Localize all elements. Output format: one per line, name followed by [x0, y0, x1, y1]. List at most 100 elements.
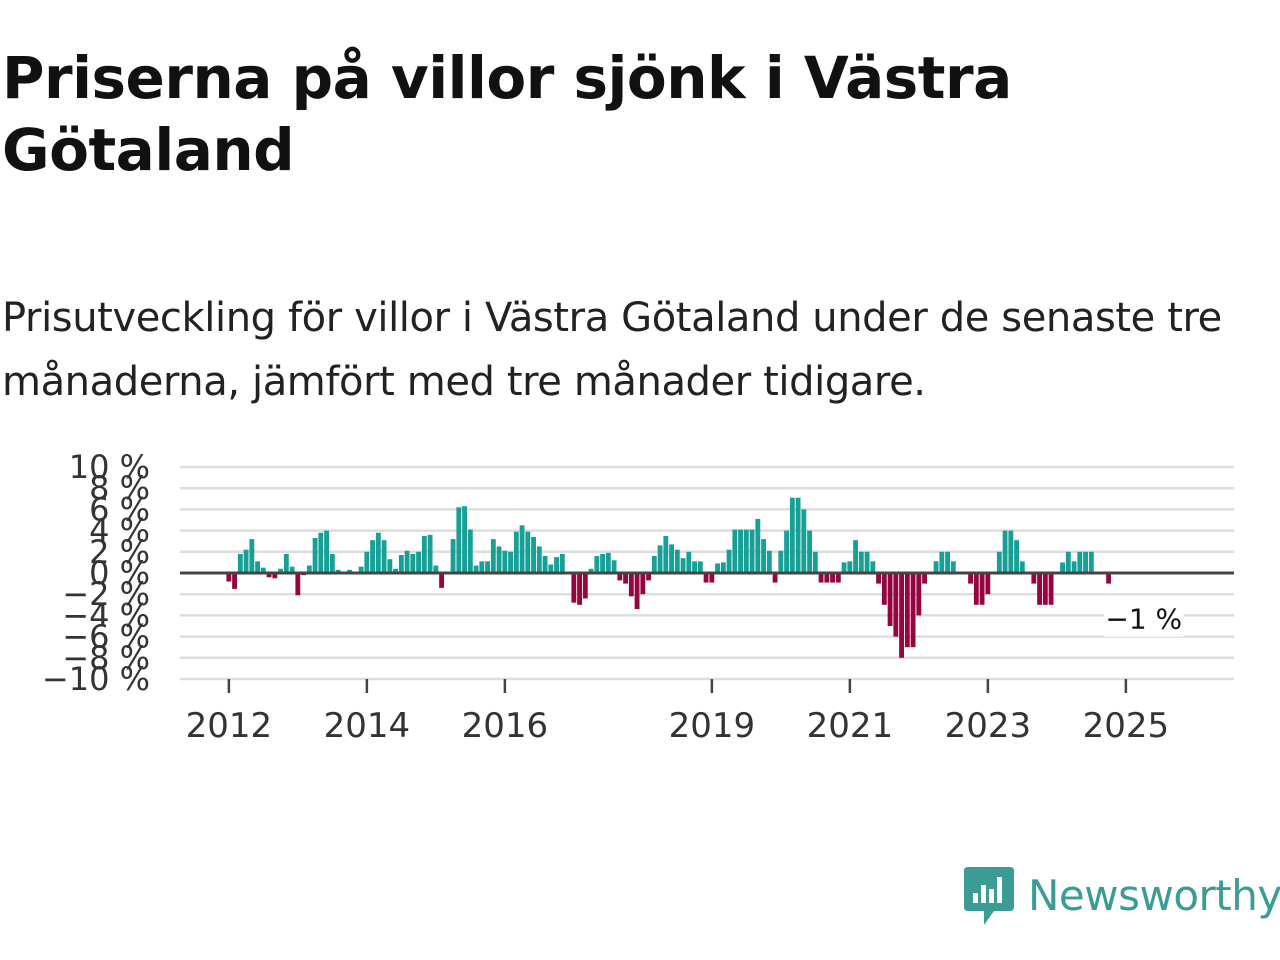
last-value-annotation: −1 %: [1103, 602, 1184, 637]
bar: [571, 573, 577, 603]
y-tick-label: −6 %: [62, 618, 150, 656]
bar: [381, 540, 387, 573]
bar: [835, 573, 841, 583]
bar: [807, 530, 812, 573]
y-tick-label: 6 %: [89, 490, 150, 528]
bar: [416, 551, 421, 573]
bar: [559, 553, 565, 573]
bar: [450, 539, 456, 573]
bar: [657, 545, 663, 573]
bar: [358, 566, 364, 573]
newsworthy-logo: Newsworthy: [962, 860, 1280, 930]
bar: [939, 551, 945, 573]
bar: [628, 573, 634, 597]
bar: [243, 549, 249, 573]
bar: [536, 546, 542, 573]
bar: [669, 544, 674, 573]
bar: [795, 497, 801, 573]
bar: [278, 568, 283, 573]
bar: [1088, 551, 1094, 573]
bar: [473, 565, 479, 573]
bar: [680, 558, 686, 573]
bar: [950, 561, 956, 573]
bar: [531, 536, 536, 573]
x-tick-label: 2025: [1083, 706, 1170, 746]
last-value-label-bg: [1103, 602, 1184, 637]
bar: [439, 573, 444, 588]
bar: [306, 565, 312, 573]
bar: [634, 573, 640, 610]
bar: [715, 563, 720, 573]
bar: [968, 573, 973, 584]
bar: [1002, 530, 1008, 573]
bar: [847, 561, 853, 573]
y-tick-label: −10 %: [42, 660, 150, 698]
bar: [985, 573, 991, 595]
bar: [375, 532, 381, 573]
bar: [824, 573, 830, 583]
bar: [738, 529, 743, 573]
bar: [841, 562, 847, 573]
bar: [830, 573, 835, 583]
bar: [726, 549, 732, 573]
bar: [335, 569, 341, 573]
bar: [870, 561, 876, 573]
bar: [249, 539, 255, 573]
bar: [312, 538, 318, 573]
bar: [881, 573, 887, 605]
bar: [778, 550, 784, 573]
bar: [496, 546, 502, 573]
bar: [605, 552, 611, 573]
bar: [508, 551, 513, 573]
bar: [485, 561, 490, 573]
bar: [462, 506, 467, 573]
bar: [410, 553, 416, 573]
bar: [697, 561, 703, 573]
bar: [858, 551, 864, 573]
bar: [364, 551, 370, 573]
bar: [283, 553, 289, 573]
bar: [600, 553, 605, 573]
y-axis-ticks: 10 %8 %6 %4 %2 %0 %−2 %−4 %−6 %−8 %−10 %: [42, 448, 150, 698]
grid-lines: [180, 465, 1234, 681]
y-tick-label: −2 %: [62, 575, 150, 613]
bar: [588, 568, 594, 573]
bar: [910, 573, 916, 648]
bar: [979, 573, 985, 605]
bar: [887, 573, 893, 626]
x-tick-label: 2012: [186, 706, 273, 746]
bar: [789, 497, 795, 573]
x-axis-ticks: 2012 2014 2016 2019 2021 2023 2025: [186, 679, 1170, 746]
bar: [996, 551, 1002, 573]
bar: [801, 509, 807, 573]
bar: [1031, 573, 1037, 584]
bar: [490, 539, 496, 573]
y-tick-label: 0 %: [89, 554, 150, 592]
bar: [818, 573, 824, 583]
bar: [904, 573, 910, 648]
bar: [266, 573, 272, 578]
bar: [853, 540, 858, 573]
bar: [922, 573, 927, 584]
last-value-label: −1 %: [1105, 603, 1182, 636]
bar: [1071, 561, 1077, 573]
bar: [525, 531, 531, 573]
bar: [720, 562, 726, 573]
bar-series: [226, 497, 1111, 658]
bar: [289, 566, 295, 573]
bar: [1106, 573, 1111, 584]
bar: [772, 573, 778, 583]
bar: [387, 559, 393, 573]
bar: [398, 554, 404, 573]
bar: [686, 551, 692, 573]
bar: [467, 529, 473, 573]
bar: [554, 557, 559, 573]
bar: [646, 573, 651, 581]
bar-chart: 10 %8 %6 %4 %2 %0 %−2 %−4 %−6 %−8 %−10 %…: [42, 448, 1234, 746]
bar: [324, 530, 329, 573]
bar: [1037, 573, 1042, 605]
bar: [945, 551, 950, 573]
bar: [864, 551, 870, 573]
bar: [237, 553, 243, 573]
newsworthy-logo-icon: [964, 867, 1014, 925]
